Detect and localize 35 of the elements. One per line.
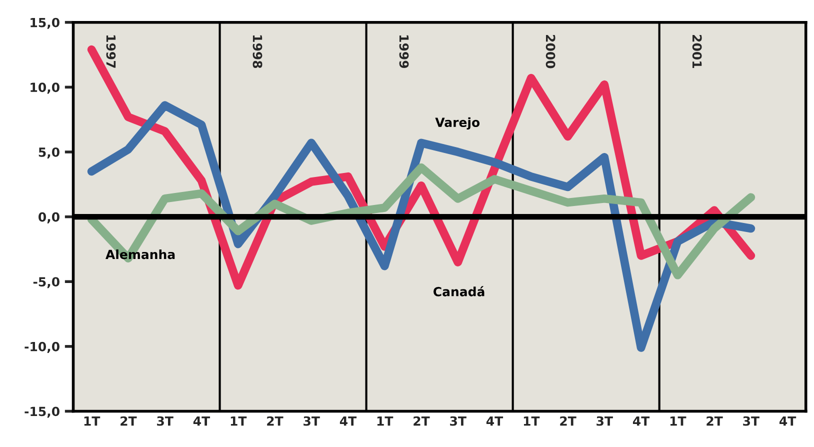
x-tick-label: 4T	[340, 416, 357, 426]
annotation: 1997	[106, 35, 116, 68]
x-tick-label: 3T	[450, 416, 466, 426]
y-tick-label: -15,0	[24, 406, 60, 418]
x-tick-label: 4T	[193, 416, 210, 426]
x-tick-label: 2T	[414, 416, 430, 426]
x-tick-label: 2T	[267, 416, 284, 426]
x-tick-label: 2T	[706, 416, 723, 426]
x-tick-label: 4T	[779, 416, 796, 426]
x-tick-label: 1T	[670, 416, 686, 426]
text: Canadá	[434, 286, 484, 296]
series-label: Varejo	[435, 117, 480, 130]
x-tick-label: 3T	[743, 416, 760, 426]
y-tick-label: 15,0	[30, 18, 60, 29]
y-tick-label: 0,0	[38, 212, 60, 224]
y-tick-label: 10,0	[30, 82, 60, 94]
x-tick-label: 1T	[230, 416, 247, 426]
annotation: 1998	[252, 35, 262, 68]
annotation: 2000	[546, 35, 556, 68]
series-label: Alemanha	[106, 249, 175, 260]
x-tick-label: 2T	[120, 416, 137, 426]
y-tick-label: -10,0	[24, 342, 60, 353]
annotation: 1999	[399, 35, 409, 68]
x-tick-label: 4T	[632, 416, 650, 426]
y-tick-label: -5,0	[33, 277, 60, 288]
x-tick-label: 4T	[486, 416, 504, 426]
x-tick-label: 1T	[524, 416, 540, 426]
x-tick-label: 3T	[157, 416, 174, 426]
annotation: 2001	[692, 35, 702, 68]
x-tick-label: 3T	[304, 416, 320, 426]
x-tick-label: 1T	[84, 416, 100, 426]
y-tick-label: 5,0	[38, 147, 60, 159]
x-tick-label: 1T	[377, 416, 394, 426]
x-tick-label: 3T	[596, 416, 613, 426]
x-tick-label: 2T	[560, 416, 576, 426]
